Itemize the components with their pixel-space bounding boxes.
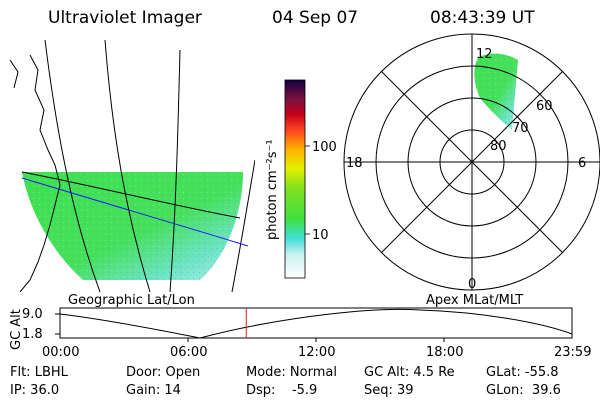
geographic-map (9, 40, 255, 292)
gc-alt-curve (59, 308, 573, 339)
meridian (104, 40, 151, 292)
apex-label: Apex MLat/MLT (426, 293, 524, 308)
status-glon: GLon: 39.6 (486, 383, 561, 398)
gc-alt-plot (55, 307, 573, 342)
colorbar-tick-10: 10 (312, 228, 329, 243)
instrument-title: Ultraviolet Imager (48, 8, 202, 28)
gc-alt-xtick: 12:00 (298, 345, 336, 360)
mlat-label-80: 80 (490, 139, 507, 154)
colorbar-unit-label: photon cm⁻²s⁻¹ (265, 139, 280, 240)
polar-plot (343, 33, 600, 291)
mlt-label-0: 0 (468, 277, 477, 292)
coastline (19, 54, 61, 292)
status-flt: Flt: LBHL (10, 365, 68, 380)
status-door: Door: Open (126, 365, 201, 380)
colorbar (284, 79, 306, 279)
status-seq: Seq: 39 (364, 383, 414, 398)
gc-alt-ytick-top: 9.0 (22, 307, 43, 322)
gc-alt-xtick: 18:00 (426, 345, 464, 360)
status-gain: Gain: 14 (126, 383, 181, 398)
latitude-line (21, 171, 241, 219)
status-dsp: Dsp: -5.9 (246, 383, 318, 398)
header-time: 08:43:39 UT (430, 8, 535, 28)
status-mode: Mode: Normal (246, 365, 337, 380)
meridian (231, 159, 255, 292)
gc-alt-ytick-bottom: 1.8 (22, 327, 43, 342)
gc-alt-xtick: 00:00 (42, 345, 80, 360)
gc-alt-xtick: 23:59 (554, 345, 592, 360)
gc-alt-frame (59, 307, 573, 339)
colorbar-ticks (305, 145, 310, 235)
gc-alt-xtick: 06:00 (170, 345, 208, 360)
mlt-label-12: 12 (476, 47, 493, 62)
geographic-label: Geographic Lat/Lon (68, 293, 195, 308)
meridian (169, 49, 181, 292)
mlt-label-6: 6 (578, 156, 587, 171)
status-ip: IP: 36.0 (10, 383, 60, 398)
status-gc-alt: GC Alt: 4.5 Re (364, 365, 455, 380)
mlat-label-70: 70 (512, 121, 529, 136)
magnetic-line (21, 177, 249, 247)
meridian (44, 40, 101, 292)
mlt-label-18: 18 (346, 156, 363, 171)
header-date: 04 Sep 07 (272, 8, 359, 28)
colorbar-tick-100: 100 (312, 140, 337, 155)
status-glat: GLat: -55.8 (486, 365, 559, 380)
mlat-label-60: 60 (536, 99, 553, 114)
